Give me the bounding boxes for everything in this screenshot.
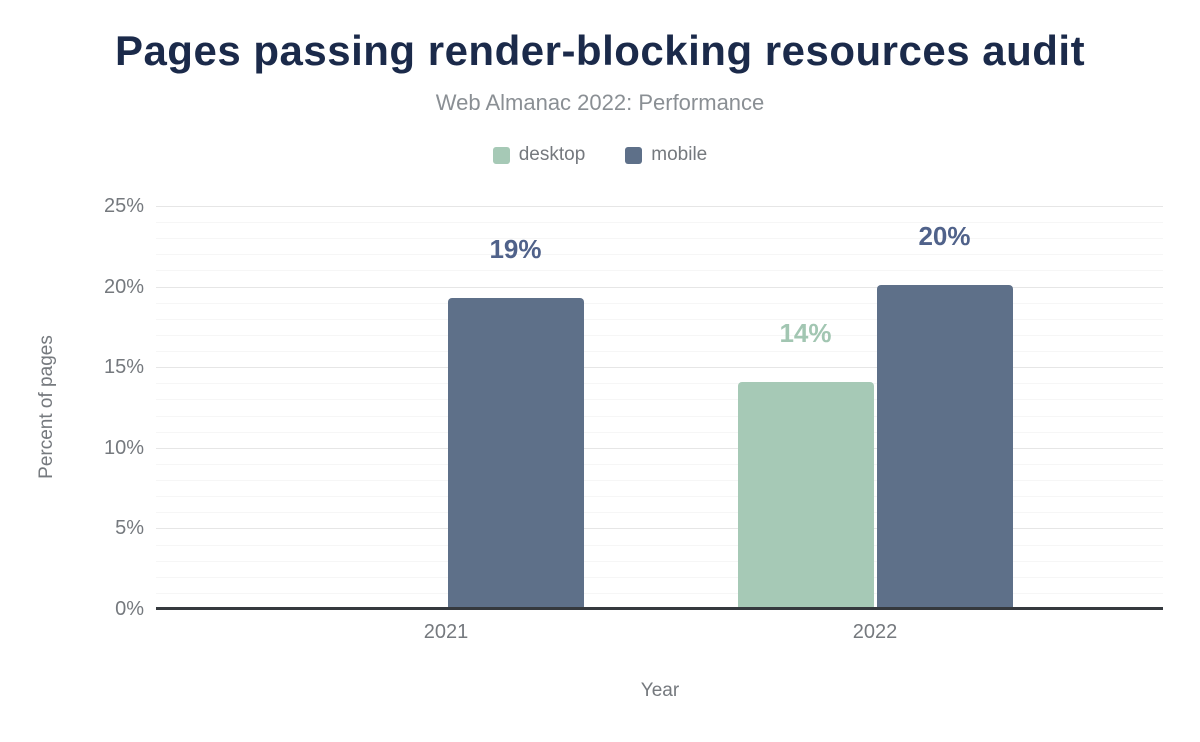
chart-subtitle: Web Almanac 2022: Performance	[435, 90, 765, 115]
y-tick-15%: 15%	[103, 356, 144, 379]
minor-gridline-24	[156, 222, 1163, 224]
x-axis-title: Year	[640, 680, 680, 701]
plot-area: 14% 19% 20%	[156, 206, 1163, 609]
bar-value-label-mobile-2022: 20%	[918, 220, 971, 251]
y-axis-title: Percent of pages	[36, 335, 57, 479]
minor-gridline-8	[156, 480, 1163, 482]
minor-gridline-9	[156, 463, 1163, 465]
minor-gridline-19	[156, 302, 1163, 304]
y-tick-25%: 25%	[103, 195, 144, 217]
minor-gridline-16	[156, 351, 1163, 353]
y-tick-10%: 10%	[103, 436, 144, 459]
legend-label-mobile: mobile	[651, 144, 708, 165]
minor-gridline-12	[156, 415, 1163, 417]
bar-mobile-2021[interactable]	[447, 297, 584, 609]
mobile-swatch-icon	[625, 146, 643, 164]
bar-value-label-mobile-2021: 19%	[489, 233, 542, 264]
bar-mobile-2022[interactable]	[876, 285, 1013, 609]
minor-gridline-11	[156, 431, 1163, 433]
y-tick-20%: 20%	[103, 275, 144, 298]
minor-gridline-17	[156, 334, 1163, 336]
legend: desktop mobile	[0, 144, 1200, 166]
desktop-swatch-icon	[492, 146, 510, 164]
minor-gridline-21	[156, 270, 1163, 272]
bar-value-label-desktop-2022: 14%	[779, 317, 832, 348]
minor-gridline-13	[156, 399, 1163, 401]
major-gridline-10	[156, 447, 1163, 449]
minor-gridline-18	[156, 318, 1163, 320]
minor-gridline-6	[156, 512, 1163, 514]
major-gridline-15	[156, 367, 1163, 369]
minor-gridline-23	[156, 238, 1163, 240]
minor-gridline-3	[156, 560, 1163, 562]
legend-label-desktop: desktop	[518, 144, 586, 165]
bar-desktop-2022[interactable]	[737, 381, 874, 609]
minor-gridline-7	[156, 496, 1163, 498]
major-gridline-25	[156, 206, 1163, 207]
x-tick-2021: 2021	[423, 621, 469, 643]
chart-title: Pages passing render-blocking resources …	[114, 27, 1086, 74]
minor-gridline-22	[156, 254, 1163, 256]
major-gridline-5	[156, 528, 1163, 530]
x-tick-2022: 2022	[852, 621, 898, 643]
legend-item-desktop[interactable]: desktop	[492, 144, 586, 166]
minor-gridline-14	[156, 383, 1163, 385]
minor-gridline-2	[156, 576, 1163, 578]
minor-gridline-1	[156, 592, 1163, 594]
y-tick-0%: 0%	[115, 598, 144, 620]
minor-gridline-4	[156, 544, 1163, 546]
y-tick-5%: 5%	[115, 517, 144, 540]
major-gridline-20	[156, 286, 1163, 288]
legend-item-mobile[interactable]: mobile	[625, 144, 707, 166]
x-axis-line	[156, 607, 1163, 610]
